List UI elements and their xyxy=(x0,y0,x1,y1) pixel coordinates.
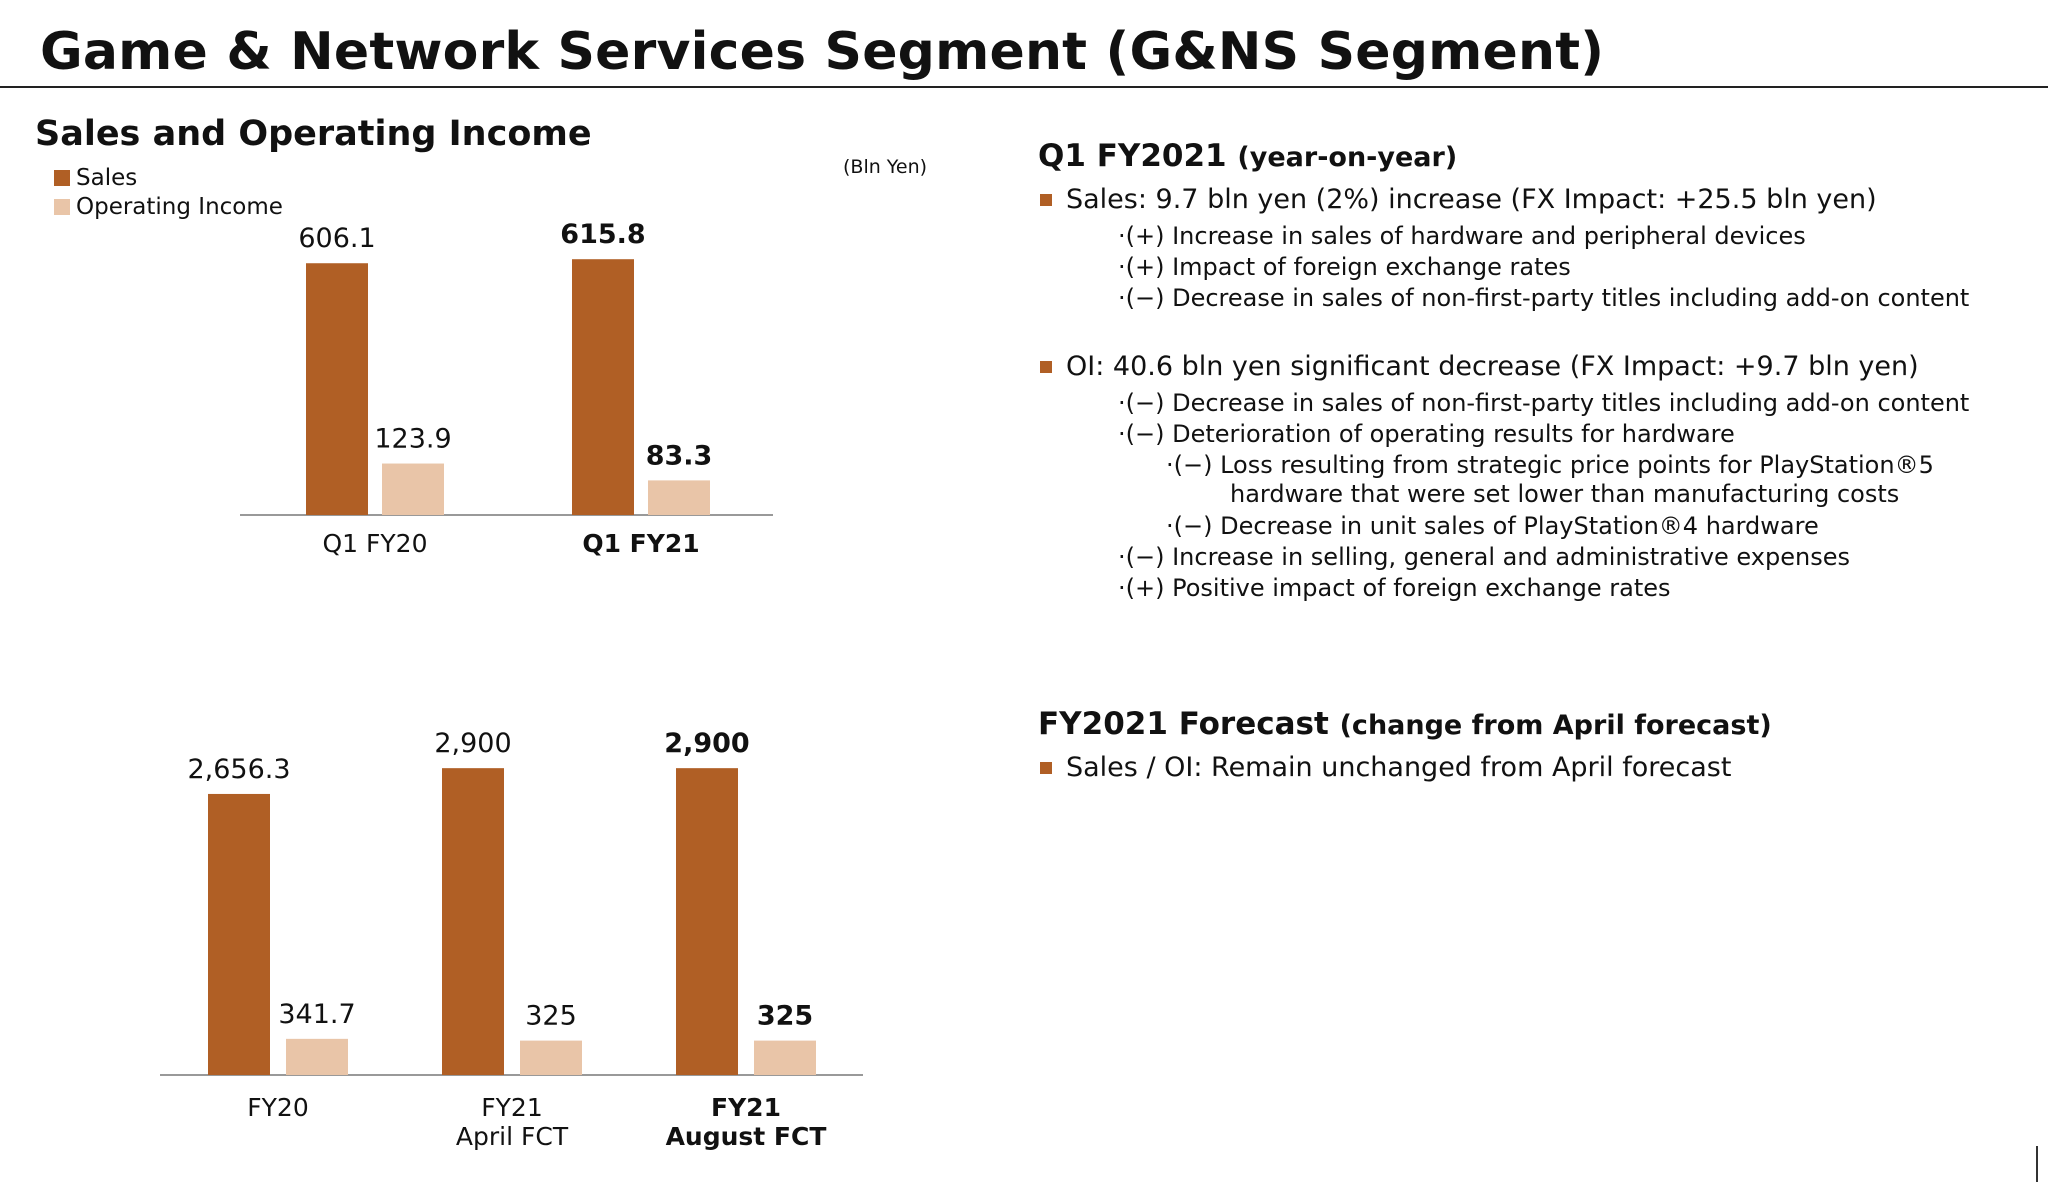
forecast-bullet: Sales / OI: Remain unchanged from April … xyxy=(1040,752,1731,783)
forecast-heading-sub: (change from April forecast) xyxy=(1339,710,1772,741)
q1-heading-main: Q1 FY2021 xyxy=(1038,138,1227,174)
data-label-operating-income: 123.9 xyxy=(374,424,451,455)
bullet-square-icon xyxy=(1040,193,1052,206)
chart-title: Sales and Operating Income xyxy=(35,114,592,154)
category-label: Q1 FY20 xyxy=(323,529,428,558)
legend-label-operating-income: Operating Income xyxy=(76,194,283,220)
bar-sales xyxy=(572,259,634,515)
oi-point: ·(+) Positive impact of foreign exchange… xyxy=(1118,574,1671,602)
title-divider xyxy=(0,86,2048,88)
unit-note: (Bln Yen) xyxy=(843,156,928,178)
data-label-operating-income: 83.3 xyxy=(646,440,713,471)
bar-operating-income xyxy=(754,1040,816,1075)
bar-operating-income xyxy=(286,1038,348,1075)
oi-bullet: OI: 40.6 bln yen significant decrease (F… xyxy=(1040,351,1919,382)
slide-edge-mark xyxy=(2036,1146,2038,1182)
sales-bullet-text: Sales: 9.7 bln yen (2%) increase (FX Imp… xyxy=(1066,184,1877,215)
oi-point: ·(−) Increase in selling, general and ad… xyxy=(1118,543,1850,571)
oi-bullet-text: OI: 40.6 bln yen significant decrease (F… xyxy=(1066,351,1919,382)
category-label: August FCT xyxy=(666,1122,827,1151)
oi-point: ·(−) Decrease in sales of non-first-part… xyxy=(1118,389,1970,417)
legend-item-sales: Sales xyxy=(54,165,137,191)
forecast-heading: FY2021 Forecast (change from April forec… xyxy=(1038,706,1772,742)
page-title: Game & Network Services Segment (G&NS Se… xyxy=(40,22,1605,82)
sales-point: ·(+) Increase in sales of hardware and p… xyxy=(1118,222,1806,250)
bar-operating-income xyxy=(648,480,710,515)
bar-sales xyxy=(442,768,504,1075)
legend-label-sales: Sales xyxy=(76,165,138,191)
data-label-operating-income: 341.7 xyxy=(278,999,355,1030)
chart-quarterly: 606.1 123.9 Q1 FY20 615.8 83.3 Q1 FY21 xyxy=(240,219,773,558)
legend-item-operating-income: Operating Income xyxy=(54,194,283,220)
oi-subpoint-continued: hardware that were set lower than manufa… xyxy=(1230,480,1900,508)
data-label-sales: 2,656.3 xyxy=(187,754,290,785)
bar-sales xyxy=(208,793,270,1075)
oi-point: ·(−) Deterioration of operating results … xyxy=(1118,420,1735,448)
oi-subpoint: ·(−) Decrease in unit sales of PlayStati… xyxy=(1166,512,1819,540)
bar-sales xyxy=(676,768,738,1075)
data-label-sales: 606.1 xyxy=(298,223,375,254)
category-label: FY21 xyxy=(711,1093,781,1122)
oi-subpoint: ·(−) Loss resulting from strategic price… xyxy=(1166,451,1934,479)
bar-operating-income xyxy=(382,463,444,515)
q1-heading-sub: (year-on-year) xyxy=(1237,142,1458,173)
bullet-square-icon xyxy=(1040,761,1052,774)
bar-charts: 606.1 123.9 Q1 FY20 615.8 83.3 Q1 FY21 2,656.… xyxy=(160,219,863,1151)
data-label-sales: 2,900 xyxy=(664,728,749,759)
category-label: FY21 xyxy=(481,1093,542,1122)
data-label-sales: 615.8 xyxy=(560,219,645,250)
category-label: FY20 xyxy=(247,1093,308,1122)
q1-heading: Q1 FY2021 (year-on-year) xyxy=(1038,138,1457,174)
legend-swatch-sales xyxy=(54,170,70,186)
bullet-square-icon xyxy=(1040,360,1052,373)
bar-sales xyxy=(306,263,368,515)
data-label-operating-income: 325 xyxy=(757,1001,813,1032)
forecast-bullet-text: Sales / OI: Remain unchanged from April … xyxy=(1066,752,1732,783)
sales-point: ·(−) Decrease in sales of non-first-part… xyxy=(1118,284,1970,312)
sales-bullet: Sales: 9.7 bln yen (2%) increase (FX Imp… xyxy=(1040,184,1877,215)
data-label-sales: 2,900 xyxy=(434,728,511,759)
sales-point: ·(+) Impact of foreign exchange rates xyxy=(1118,253,1571,281)
bar-operating-income xyxy=(520,1040,582,1075)
category-label: April FCT xyxy=(456,1122,569,1151)
category-label: Q1 FY21 xyxy=(582,529,699,558)
legend-swatch-operating-income xyxy=(54,199,70,215)
data-label-operating-income: 325 xyxy=(525,1001,577,1032)
forecast-heading-main: FY2021 Forecast xyxy=(1038,706,1329,742)
